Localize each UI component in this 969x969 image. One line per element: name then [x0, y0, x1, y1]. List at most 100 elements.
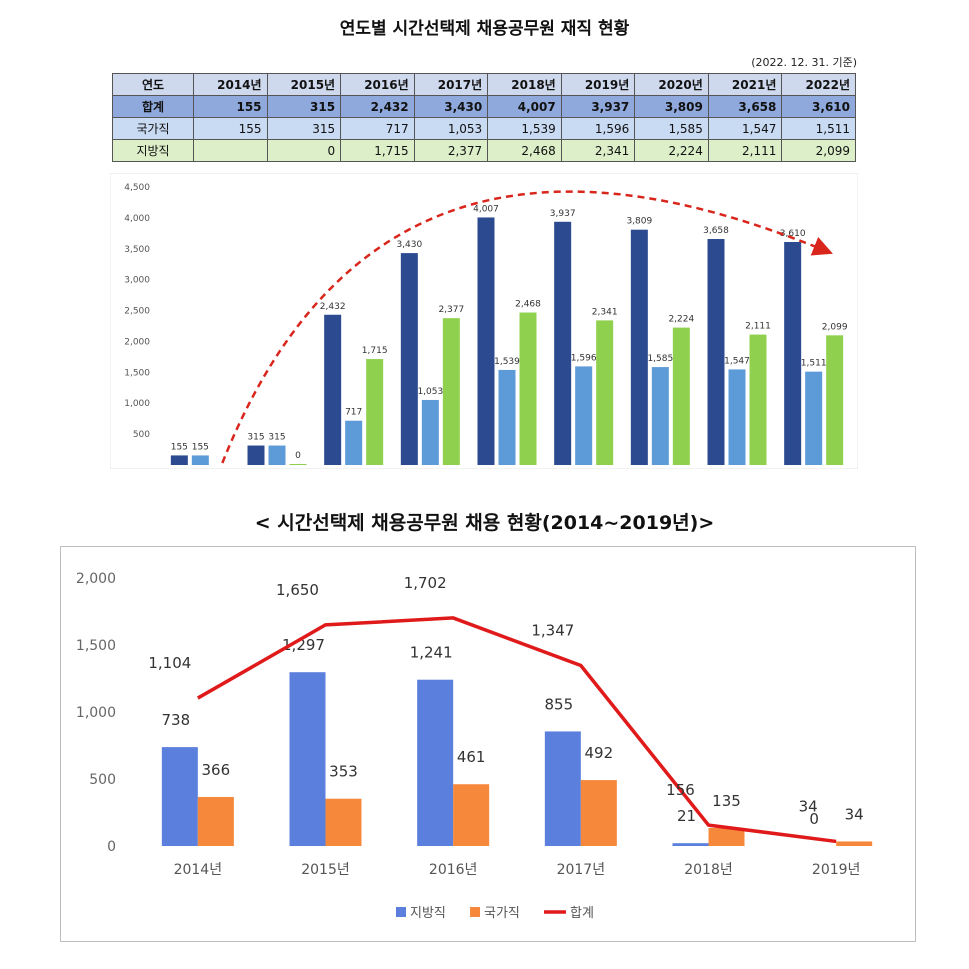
table-cell: 2,224	[634, 139, 709, 162]
bar-2017	[442, 318, 460, 465]
bar-2021	[749, 334, 767, 465]
legend-swatch	[396, 907, 406, 917]
y-tick-label: 4,000	[124, 214, 150, 224]
data-label: 1,511	[801, 359, 827, 369]
table-cell: 3,937	[560, 95, 636, 118]
year-header: 2017년	[413, 73, 489, 96]
table-cell: 1,539	[487, 117, 562, 140]
table-cell: 0	[266, 139, 342, 162]
table-cell: 2,468	[487, 139, 562, 162]
bar-2018	[498, 369, 516, 465]
data-label: 717	[345, 408, 362, 418]
data-label: 1,596	[571, 353, 597, 363]
bar-2016년	[417, 679, 454, 846]
as-of-date: (2022. 12. 31. 기준)	[751, 56, 857, 69]
bar-2018년	[708, 827, 745, 846]
bar-2018	[519, 312, 537, 465]
data-label: 3,610	[780, 229, 806, 239]
data-label: 0	[809, 810, 819, 828]
bar-2019년	[836, 841, 873, 846]
table-cell: 2,099	[781, 139, 856, 162]
bar-2020	[651, 367, 669, 465]
data-label: 2,099	[822, 322, 848, 332]
table-cell: 2,377	[413, 139, 489, 162]
line-label: 1,104	[148, 654, 191, 672]
year-header: 2020년	[634, 73, 709, 96]
data-label: 21	[677, 807, 696, 825]
year-header: 2022년	[781, 73, 856, 96]
line-label: 34	[799, 797, 818, 815]
bar-2021	[707, 239, 725, 465]
x-tick-label: 2017년	[557, 862, 606, 878]
legend-label: 합계	[570, 906, 594, 921]
data-label: 2,224	[668, 315, 694, 325]
bar-2019	[596, 320, 614, 465]
data-label: 2,341	[592, 307, 618, 317]
year-header: 2019년	[560, 73, 636, 96]
table-cell: 3,430	[413, 95, 489, 118]
legend-swatch	[470, 907, 480, 917]
bar-2017	[400, 253, 418, 465]
data-label: 1,241	[410, 644, 453, 662]
table-cell: 4,007	[487, 95, 562, 118]
row-label: 국가직	[112, 117, 194, 140]
data-label: 366	[202, 761, 231, 779]
x-tick-label: 2019년	[812, 862, 861, 878]
table-cell: 1,596	[560, 117, 636, 140]
bar-2022	[784, 241, 802, 465]
data-label: 4,007	[473, 204, 499, 214]
x-tick-label: 2016년	[429, 862, 478, 878]
data-label: 353	[329, 763, 358, 781]
table-cell: 1,585	[634, 117, 709, 140]
bar-2021	[728, 369, 746, 465]
bar-2017	[421, 399, 439, 465]
bar-2019	[575, 366, 593, 465]
data-label: 1,585	[647, 354, 673, 364]
total-line	[196, 616, 837, 844]
data-label: 155	[171, 442, 188, 452]
table-row-national: 국가직 155 315 717 1,053 1,539 1,596 1,585 …	[112, 117, 856, 140]
table-row-total: 합계 155 315 2,432 3,430 4,007 3,937 3,809…	[112, 95, 856, 118]
bar-2022	[805, 371, 823, 465]
year-header: 2015년	[266, 73, 342, 96]
bar-2018년	[672, 843, 709, 846]
year-header: 2021년	[707, 73, 783, 96]
bar-2014년	[197, 796, 234, 846]
bar-2017년	[544, 731, 581, 846]
bar-2017년	[580, 780, 617, 846]
bar-2014	[191, 455, 209, 465]
y-tick-label: 1,500	[124, 368, 150, 378]
data-label: 1,715	[362, 346, 388, 356]
bar-2016	[345, 420, 363, 465]
header-label: 연도	[112, 73, 194, 96]
data-label: 3,809	[626, 217, 652, 227]
table-cell: 3,809	[634, 95, 709, 118]
data-label: 1,053	[417, 387, 443, 397]
line-label: 1,347	[531, 622, 574, 640]
table-cell: 1,511	[781, 117, 856, 140]
data-label: 738	[162, 711, 191, 729]
bar-2015년	[325, 798, 362, 846]
data-label: 1,297	[282, 636, 325, 654]
y-tick-label: 2,000	[76, 571, 116, 587]
line-label: 1,702	[404, 574, 447, 592]
year-header: 2018년	[487, 73, 562, 96]
table-cell: 1,715	[340, 139, 415, 162]
table-header-row: 연도 2014년 2015년 2016년 2017년 2018년 2019년 2…	[112, 73, 856, 96]
row-label: 지방직	[112, 139, 194, 162]
bar-2015	[247, 445, 265, 465]
table-cell: 1,547	[707, 117, 783, 140]
bar-2019	[554, 221, 572, 465]
table-cell: 155	[193, 95, 268, 118]
bar-2022	[826, 335, 844, 465]
data-label: 34	[845, 805, 864, 823]
data-label: 1,547	[724, 356, 750, 366]
data-label: 461	[457, 748, 486, 766]
table-cell: 1,053	[413, 117, 489, 140]
data-label: 1,539	[494, 357, 520, 367]
trend-arrow	[221, 190, 833, 464]
bar-2015	[268, 445, 286, 465]
table-cell: 3,610	[781, 95, 856, 118]
table-cell: 2,111	[707, 139, 783, 162]
data-label: 315	[268, 433, 285, 443]
